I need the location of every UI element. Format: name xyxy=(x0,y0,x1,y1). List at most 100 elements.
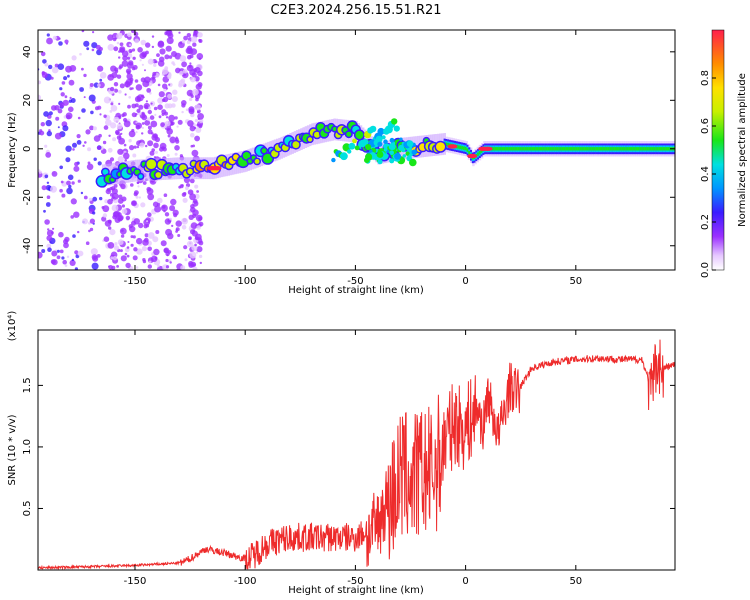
noise-mark xyxy=(181,225,187,230)
noise-mark xyxy=(116,41,120,45)
noise-mark xyxy=(90,110,94,115)
noise-mark xyxy=(101,206,105,209)
noise-mark xyxy=(199,40,202,43)
noise-mark xyxy=(114,217,121,223)
noise-mark xyxy=(38,251,43,259)
noise-mark xyxy=(165,258,169,263)
noise-mark xyxy=(176,125,179,128)
noise-mark xyxy=(150,102,153,105)
ridge-band xyxy=(528,147,531,151)
noise-mark xyxy=(107,147,113,153)
noise-mark xyxy=(59,87,63,91)
cluster-blob xyxy=(377,159,383,165)
noise-mark xyxy=(174,152,178,156)
noise-mark xyxy=(194,243,197,247)
noise-mark xyxy=(46,130,52,137)
noise-mark xyxy=(197,82,203,88)
noise-mark xyxy=(154,205,162,213)
spectrogram-x-label: Height of straight line (km) xyxy=(288,285,424,296)
noise-mark xyxy=(97,105,102,110)
noise-mark xyxy=(55,116,60,121)
noise-mark xyxy=(199,261,202,265)
noise-mark xyxy=(157,197,163,204)
noise-mark xyxy=(138,196,141,199)
noise-mark xyxy=(128,49,133,53)
noise-mark xyxy=(168,83,171,86)
noise-mark xyxy=(171,96,178,102)
noise-mark xyxy=(108,134,111,137)
noise-mark xyxy=(145,42,151,48)
noise-mark xyxy=(69,259,76,266)
noise-mark xyxy=(148,260,152,264)
noise-mark xyxy=(73,165,80,172)
noise-mark xyxy=(187,120,194,127)
noise-mark xyxy=(171,51,177,57)
noise-mark xyxy=(106,187,111,192)
noise-mark xyxy=(80,191,84,195)
colorbar-tick-label: 0.4 xyxy=(700,166,711,182)
noise-mark xyxy=(139,52,146,59)
colorbar-label: Normalized spectral amplitude xyxy=(737,73,748,227)
noise-mark xyxy=(126,62,134,69)
noise-mark xyxy=(68,79,75,86)
noise-mark xyxy=(147,212,152,217)
noise-mark xyxy=(195,127,202,133)
spectrogram-x-ticks: -150 -100 -50 0 50 xyxy=(124,30,582,287)
ridge-band xyxy=(589,147,592,151)
noise-mark xyxy=(164,218,172,225)
ridge-band xyxy=(464,146,467,151)
chart-title: C2E3.2024.256.15.51.R21 xyxy=(270,3,441,18)
noise-mark xyxy=(160,204,168,212)
noise-mark xyxy=(191,72,197,78)
noise-mark xyxy=(51,171,58,177)
ridge-band xyxy=(535,147,538,151)
noise-mark xyxy=(155,60,158,64)
ridge-band xyxy=(586,147,589,151)
noise-mark xyxy=(146,117,151,121)
noise-mark xyxy=(118,102,121,105)
noise-mark xyxy=(66,255,70,258)
branch-blob xyxy=(369,125,377,133)
noise-mark xyxy=(168,114,176,122)
noise-mark xyxy=(177,119,183,125)
noise-mark xyxy=(74,161,79,167)
y-tick-label: 0.5 xyxy=(22,501,33,517)
noise-mark xyxy=(63,242,69,249)
cluster-blob xyxy=(377,141,383,147)
noise-mark xyxy=(130,183,134,187)
ridge-band xyxy=(614,147,617,151)
noise-mark xyxy=(188,236,192,241)
cluster-blob xyxy=(411,149,418,155)
ridge-band xyxy=(660,147,663,151)
ridge-band xyxy=(517,147,520,151)
noise-mark xyxy=(134,114,137,117)
noise-mark xyxy=(170,121,175,126)
cluster-blob xyxy=(389,137,395,143)
ridge-band xyxy=(533,147,536,151)
noise-mark xyxy=(127,104,131,109)
noise-mark xyxy=(166,254,169,257)
noise-mark xyxy=(152,71,157,76)
noise-mark xyxy=(142,259,147,264)
noise-mark xyxy=(121,208,128,215)
noise-mark xyxy=(135,131,138,134)
noise-mark xyxy=(165,45,172,52)
noise-mark xyxy=(92,30,95,34)
noise-mark xyxy=(149,92,152,95)
noise-mark xyxy=(192,88,199,96)
ridge-band xyxy=(662,147,665,151)
ridge-band xyxy=(588,147,591,151)
x-tick-label: -50 xyxy=(347,576,363,587)
noise-mark xyxy=(107,198,113,205)
snr-y-multiplier: (x10⁴) xyxy=(7,311,18,342)
noise-mark xyxy=(129,77,134,82)
noise-mark xyxy=(67,74,70,78)
noise-mark xyxy=(181,61,188,68)
noise-mark xyxy=(181,103,186,108)
noise-mark xyxy=(188,64,192,68)
ridge-band xyxy=(501,147,504,151)
noise-mark xyxy=(154,256,158,260)
y-tick-label: -40 xyxy=(22,238,33,254)
noise-mark xyxy=(141,246,147,252)
noise-mark xyxy=(119,249,123,253)
